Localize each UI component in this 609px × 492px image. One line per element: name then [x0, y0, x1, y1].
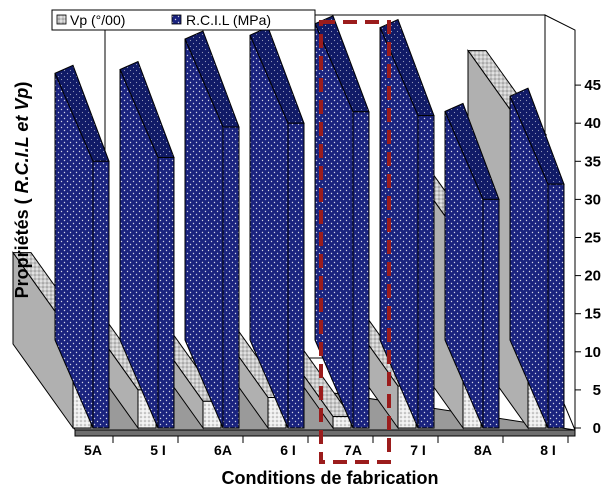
y-axis-label-close: ): [12, 82, 32, 88]
rcil-bar-4: [352, 111, 370, 429]
rcil-bar-2: [222, 126, 240, 429]
x-axis-label: Conditions de fabrication: [221, 468, 438, 488]
legend-box: [51, 9, 316, 31]
rcil-series: [54, 15, 565, 429]
highlight-box: [319, 20, 391, 464]
y-tick-label-0: 0: [593, 420, 601, 437]
category-label-4: 7A: [344, 442, 362, 458]
category-label-7: 8 I: [540, 442, 556, 458]
legend-label-rcil: R.C.I.L (MPa): [186, 12, 271, 28]
rcil-bar-6: [482, 198, 500, 429]
floor-edge: [74, 429, 576, 437]
y-tick-label-8: 40: [584, 115, 601, 132]
y-tick-label-5: 25: [584, 230, 601, 247]
category-axis: 5A 5 I 6A 6 I 7A 7 I 8A 8 I: [84, 436, 569, 458]
y-axis-label-main: Propriétés (: [12, 198, 32, 298]
category-label-5: 7 I: [410, 442, 426, 458]
y-tick-label-2: 10: [584, 344, 601, 361]
legend-swatch-vp: [56, 14, 67, 25]
rcil-bar-5: [417, 115, 435, 429]
y-axis-label-italic: R.C.I.L et Vp: [12, 88, 32, 194]
legend: Vp (°/00) R.C.I.L (MPa): [51, 9, 316, 31]
rcil-bar-7: [547, 183, 565, 429]
category-label-0: 5A: [84, 442, 102, 458]
rcil-bar-3: [287, 122, 305, 429]
y-tick-label-7: 35: [584, 153, 601, 170]
y-tick-label-1: 5: [593, 382, 601, 399]
rcil-bar-0: [92, 160, 110, 429]
y-tick-label-6: 30: [584, 191, 601, 208]
category-label-6: 8A: [474, 442, 492, 458]
category-label-3: 6 I: [280, 442, 296, 458]
category-label-2: 6A: [214, 442, 232, 458]
y-tick-label-9: 45: [584, 77, 601, 94]
category-label-1: 5 I: [150, 442, 166, 458]
value-axis: 0 5 10 15 20 25 30 35 40 45: [574, 77, 601, 437]
legend-swatch-rcil: [171, 14, 182, 25]
y-axis-label: Propriétés ( R.C.I.L et Vp): [12, 82, 32, 299]
y-tick-label-4: 20: [584, 268, 601, 285]
y-tick-label-3: 15: [584, 306, 601, 323]
rcil-bar-1: [157, 156, 175, 429]
legend-label-vp: Vp (°/00): [70, 12, 125, 28]
